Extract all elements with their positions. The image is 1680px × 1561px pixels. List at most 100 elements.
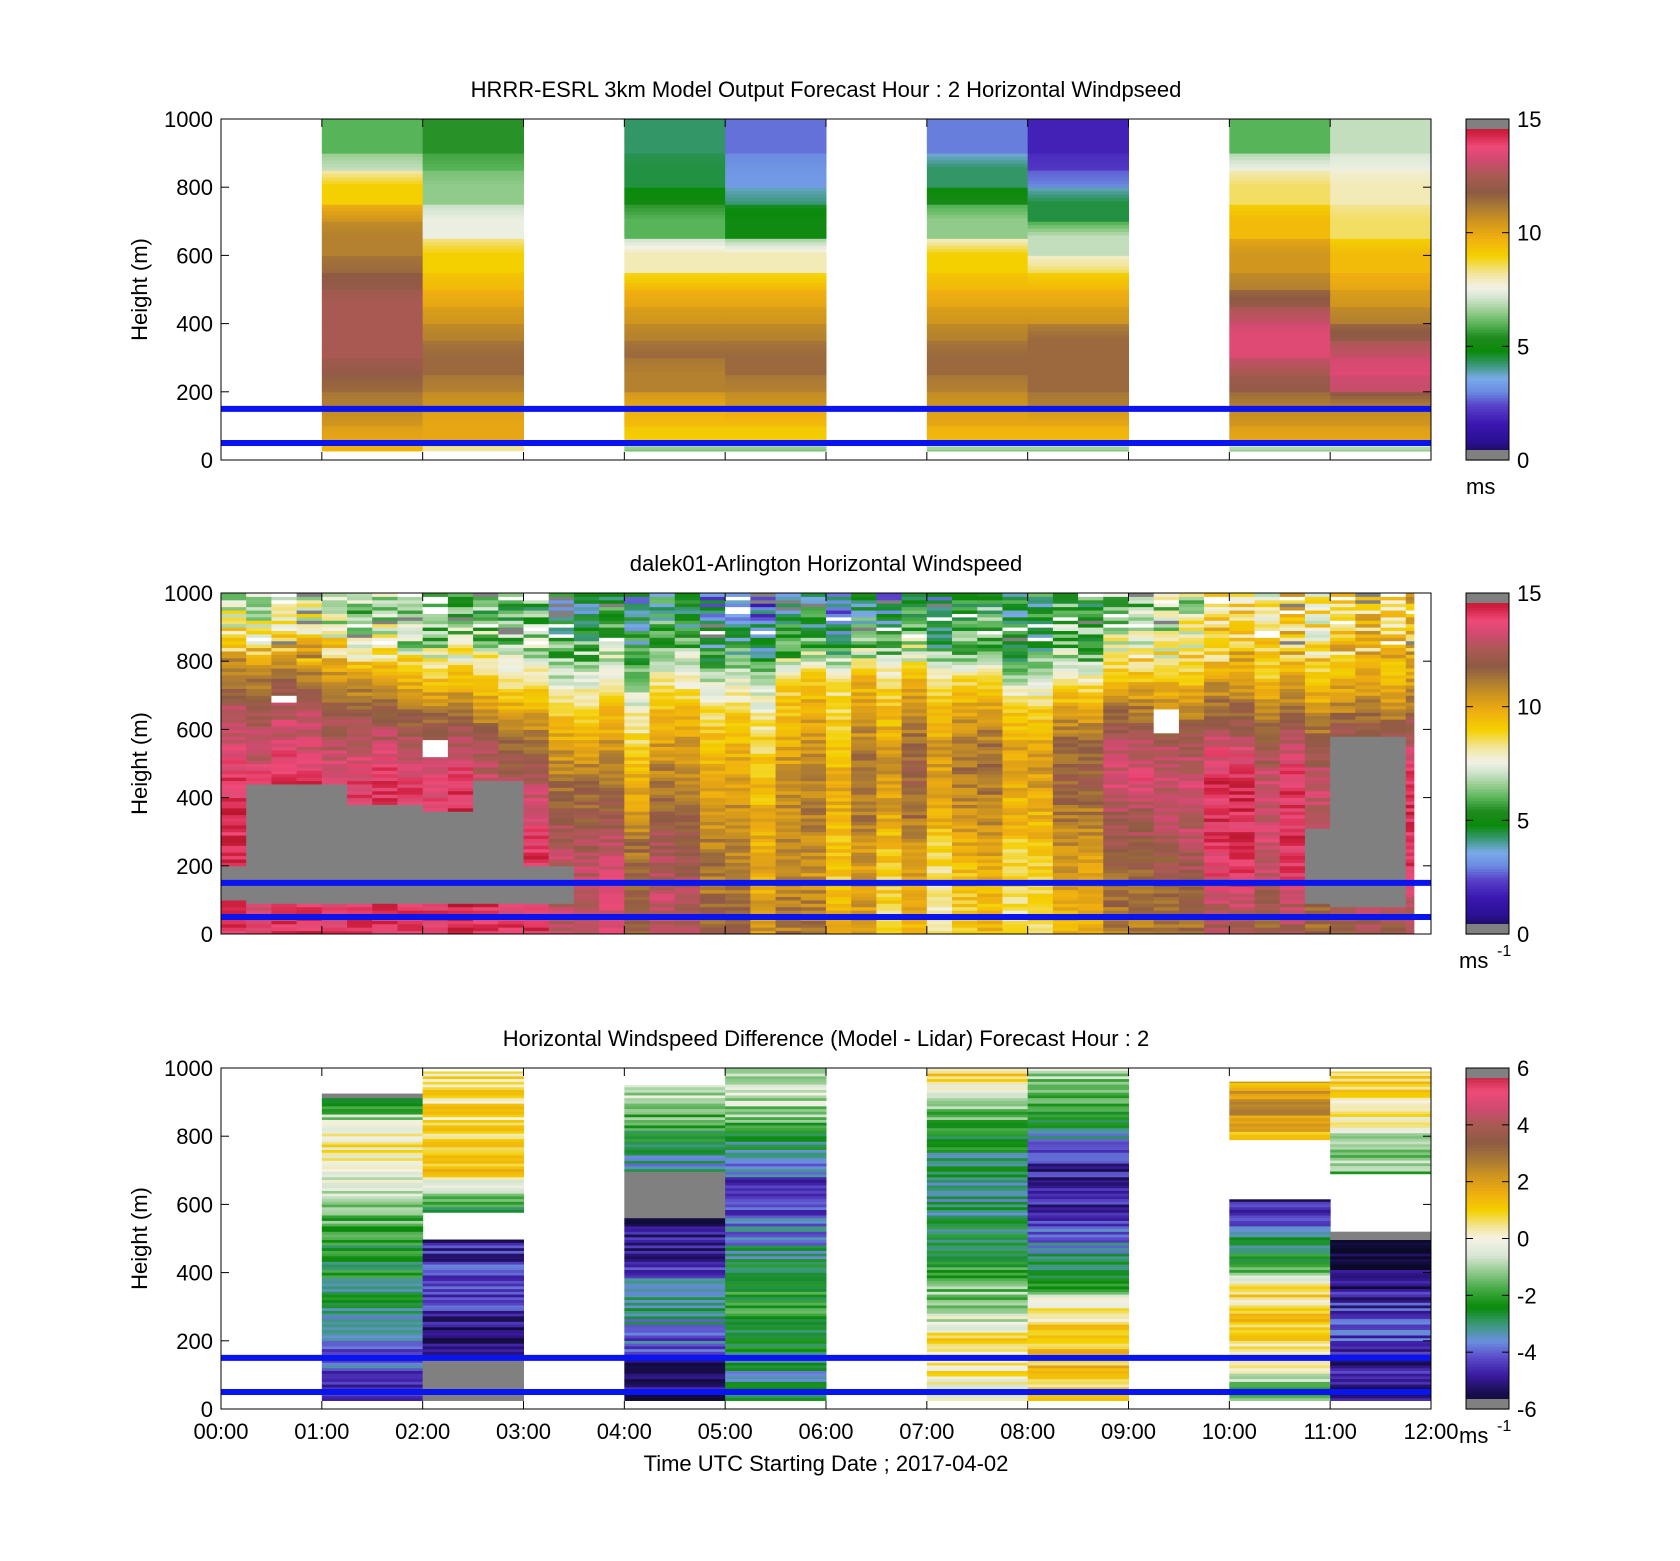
heatmap-cell (977, 637, 1003, 642)
heatmap-cell (321, 831, 348, 836)
heatmap-cell (977, 773, 1003, 778)
heatmap-cell (271, 930, 298, 934)
heatmap-cell (573, 814, 600, 819)
heatmap-cell (347, 603, 373, 608)
heatmap-cell (372, 708, 398, 713)
heatmap-cell (851, 702, 877, 707)
heatmap-cell (1052, 804, 1079, 809)
heatmap-cell (1229, 286, 1331, 290)
heatmap-cell (926, 183, 1029, 188)
heatmap-cell (649, 708, 676, 713)
heatmap-cell (725, 807, 751, 812)
heatmap-cell (1027, 746, 1054, 751)
heatmap-cell (901, 729, 928, 734)
heatmap-cell (1027, 153, 1129, 158)
heatmap-cell (422, 725, 449, 730)
heatmap-cell (1330, 313, 1431, 318)
heatmap-cell (901, 732, 928, 737)
heatmap-cell (1078, 719, 1104, 724)
heatmap-cell (422, 845, 449, 850)
heatmap-cell (977, 685, 1003, 689)
heatmap-cell (901, 893, 928, 897)
heatmap-cell (1204, 766, 1230, 771)
heatmap-cell (649, 753, 676, 758)
heatmap-cell (1153, 743, 1180, 747)
heatmap-cell (1153, 899, 1180, 904)
heatmap-cell (1027, 920, 1054, 925)
heatmap-cell (397, 818, 424, 822)
heatmap-cell (498, 623, 524, 628)
heatmap-cell (926, 299, 1029, 304)
heatmap-cell (1027, 125, 1129, 130)
heatmap-cell (1330, 333, 1431, 338)
heatmap-cell (271, 647, 298, 652)
heatmap-cell (1078, 647, 1104, 652)
heatmap-cell (523, 869, 550, 874)
heatmap-cell (246, 930, 272, 934)
heatmap-cell (649, 804, 676, 809)
heatmap-cell (977, 623, 1003, 628)
heatmap-cell (1128, 794, 1155, 799)
heatmap-cell (321, 876, 348, 880)
heatmap-cell (926, 620, 953, 625)
heatmap-cell (624, 364, 726, 369)
heatmap-cell (221, 801, 247, 805)
heatmap-cell (977, 893, 1003, 897)
heatmap-cell (800, 797, 827, 802)
heatmap-cell (977, 640, 1003, 645)
colorbar-swatch (1466, 147, 1509, 151)
heatmap-cell (1204, 889, 1230, 894)
heatmap-cell (699, 691, 726, 696)
heatmap-cell (473, 657, 499, 662)
heatmap-cell (1153, 831, 1180, 836)
heatmap-cell (347, 698, 373, 703)
heatmap-cell (271, 719, 298, 724)
heatmap-cell (1178, 930, 1205, 934)
heatmap-cell (750, 814, 777, 819)
heatmap-cell (271, 698, 298, 703)
heatmap-cell (523, 705, 550, 710)
heatmap-cell (725, 616, 751, 621)
heatmap-cell (422, 170, 524, 175)
heatmap-cell (1204, 732, 1230, 737)
heatmap-cell (397, 749, 424, 754)
heatmap-cell (725, 906, 751, 911)
heatmap-cell (750, 821, 777, 826)
heatmap-cell (1027, 705, 1054, 710)
heatmap-cell (296, 715, 323, 720)
heatmap-cell (599, 831, 625, 836)
heatmap-cell (548, 760, 575, 764)
heatmap-cell (926, 899, 953, 904)
heatmap-cell (347, 896, 373, 901)
heatmap-cell (901, 862, 928, 867)
heatmap-cell (725, 702, 751, 707)
heatmap-cell (321, 801, 348, 805)
heatmap-cell (246, 753, 272, 758)
heatmap-cell (296, 841, 323, 846)
heatmap-cell (1052, 688, 1079, 693)
heatmap-cell (926, 637, 953, 642)
heatmap-cell (321, 361, 424, 366)
heatmap-cell (725, 657, 751, 662)
heatmap-cell (271, 627, 298, 632)
heatmap-cell (397, 668, 424, 672)
heatmap-cell (775, 889, 802, 894)
heatmap-cell (271, 644, 298, 649)
heatmap-cell (221, 668, 247, 672)
heatmap-cell (498, 889, 524, 894)
heatmap-cell (1204, 736, 1230, 741)
heatmap-cell (1204, 674, 1230, 679)
heatmap-cell (498, 671, 524, 676)
heatmap-cell (775, 852, 802, 857)
heatmap-cell (725, 739, 751, 744)
heatmap-cell (573, 722, 600, 727)
heatmap-cell (1027, 446, 1129, 451)
heatmap-cell (674, 872, 701, 877)
heatmap-cell (926, 715, 953, 720)
heatmap-cell (1178, 801, 1205, 805)
heatmap-cell (473, 824, 499, 829)
heatmap-cell (649, 777, 676, 782)
heatmap-cell (624, 749, 651, 754)
heatmap-cell (321, 715, 348, 720)
heatmap-cell (1078, 661, 1104, 666)
